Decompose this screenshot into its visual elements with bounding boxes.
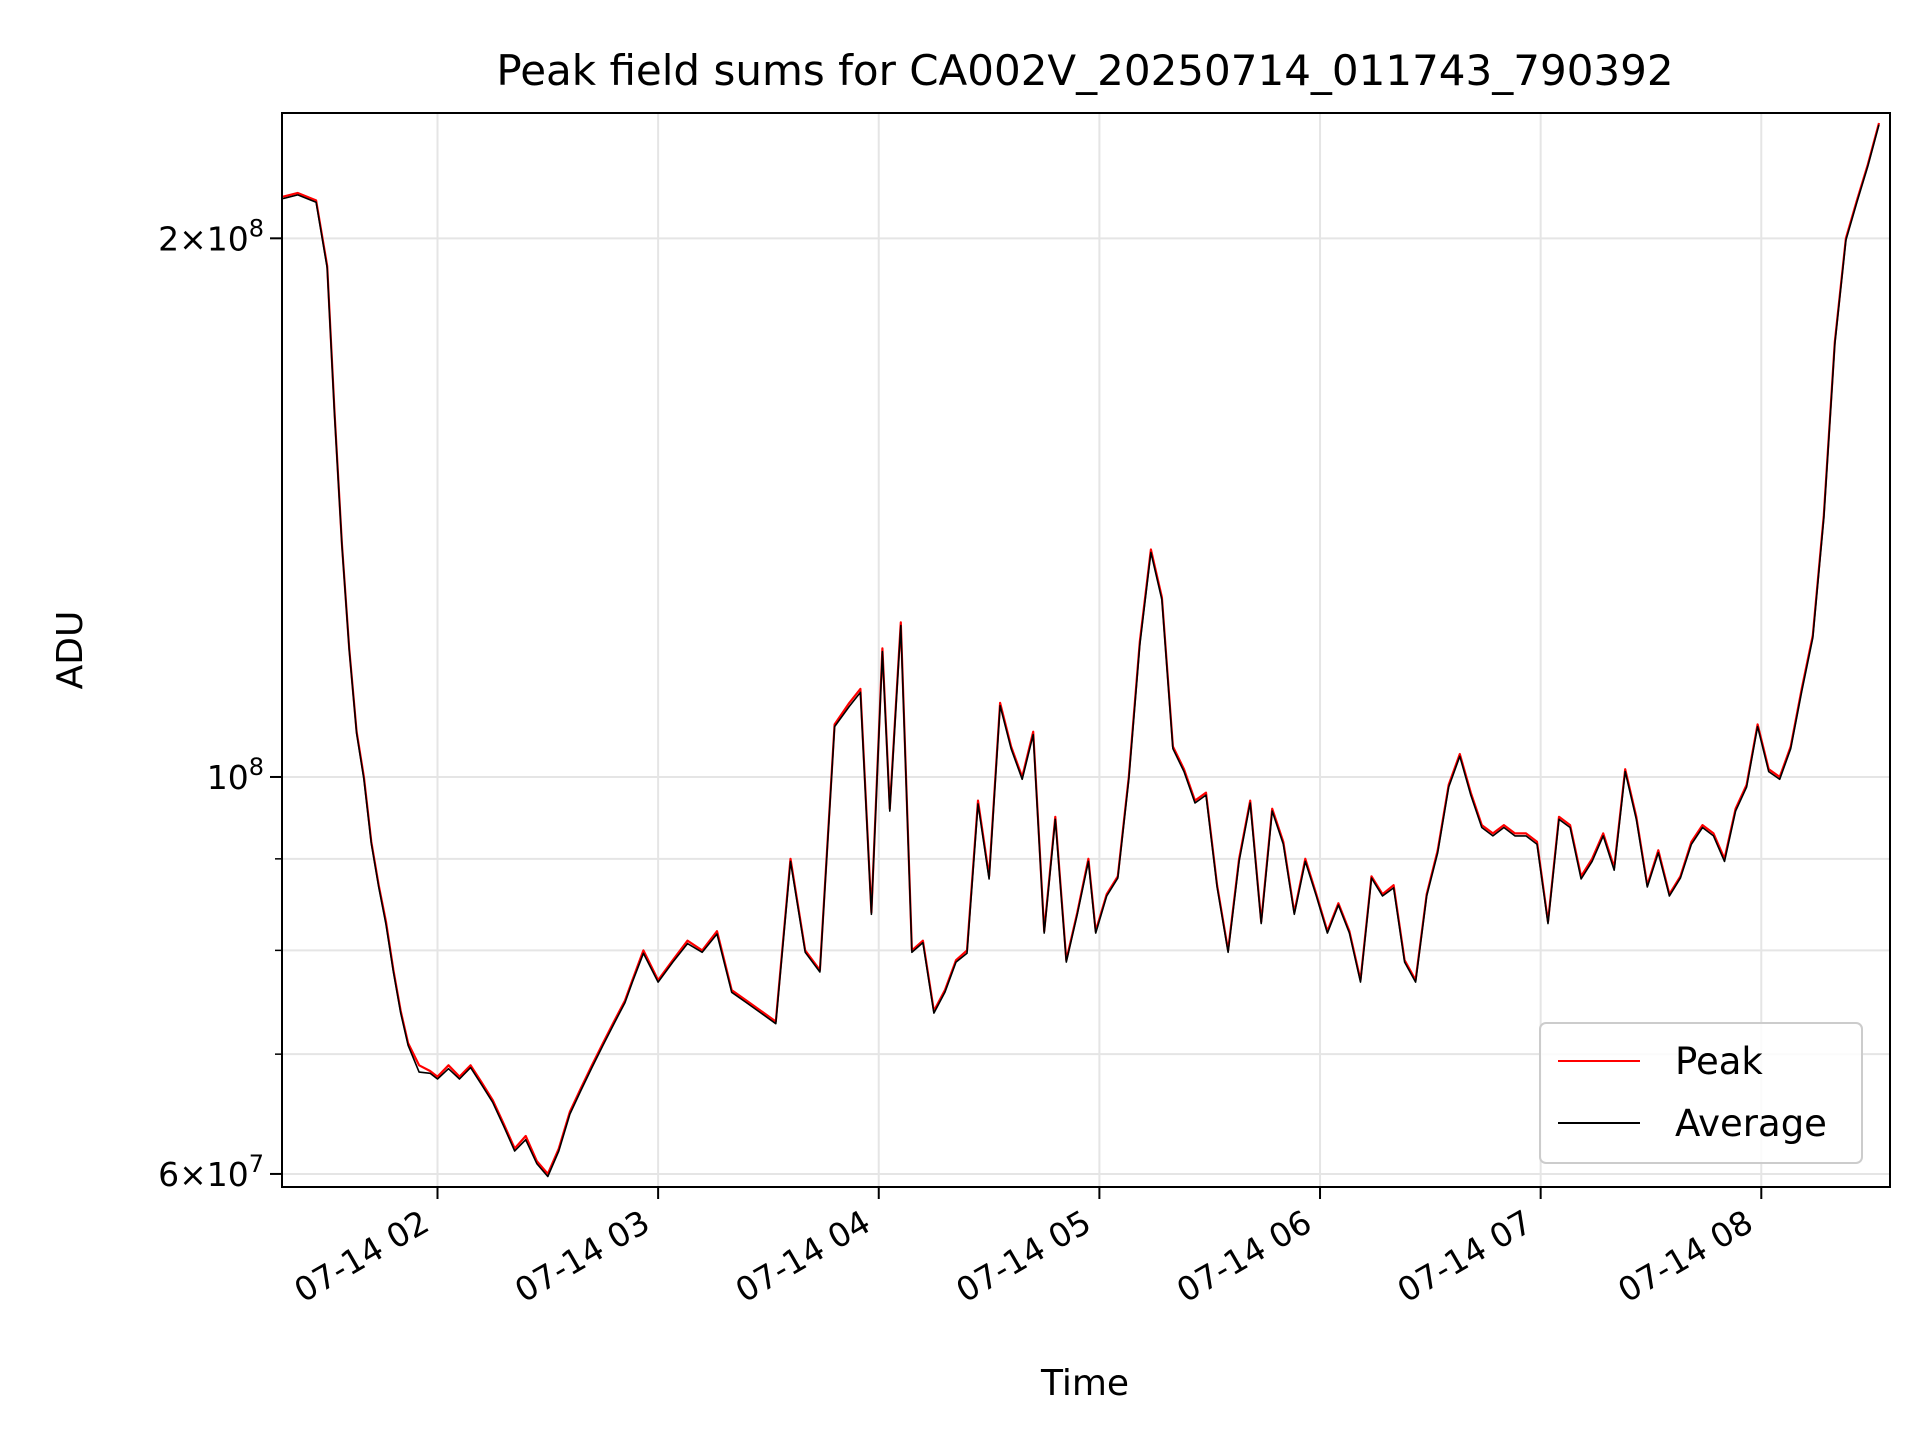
- y-tick-label: 2×108: [158, 214, 264, 258]
- x-axis-label: Time: [1040, 1363, 1129, 1404]
- chart-title: Peak field sums for CA002V_20250714_0117…: [496, 46, 1673, 95]
- legend-label-peak: Peak: [1675, 1040, 1763, 1083]
- series-line-average: [282, 124, 1880, 1178]
- y-axis-ticks: 6×107 108 2×108: [158, 214, 282, 1194]
- y-tick-label: 108: [207, 753, 264, 797]
- legend-label-average: Average: [1675, 1102, 1827, 1145]
- grid: [282, 113, 1890, 1187]
- y-tick-label: 6×107: [158, 1150, 264, 1194]
- series-layer: [282, 122, 1881, 1178]
- legend-box: [1539, 1022, 1863, 1164]
- plot-frame: [281, 112, 1891, 1188]
- y-axis-label: ADU: [50, 611, 91, 690]
- legend: Peak Average: [1539, 1022, 1863, 1164]
